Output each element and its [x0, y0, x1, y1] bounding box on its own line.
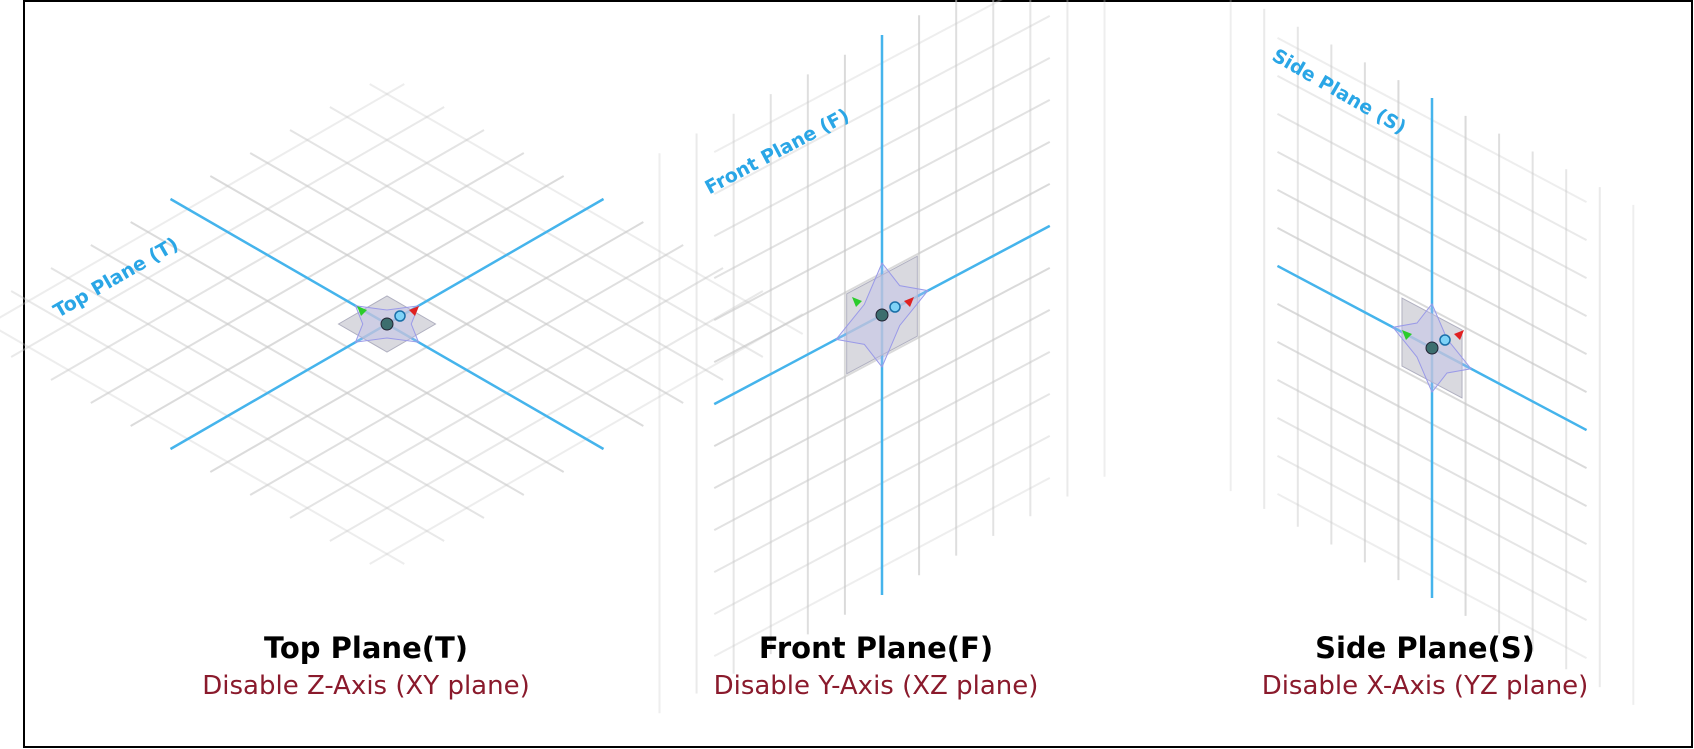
- gizmo-handle: [889, 301, 901, 313]
- gizmo-handle: [394, 310, 406, 322]
- gizmo-arrow: [904, 297, 914, 307]
- panel-subtitle: Disable Z-Axis (XY plane): [202, 671, 529, 701]
- gizmo-arrow: [852, 297, 862, 307]
- gizmo-center: [875, 308, 889, 322]
- gizmo-arrow: [1402, 330, 1412, 340]
- panel-subtitle: Disable X-Axis (YZ plane): [1262, 671, 1589, 701]
- gizmo-arrow: [357, 306, 367, 316]
- gizmo-center: [1425, 341, 1439, 355]
- panel-title: Front Plane(F): [759, 631, 993, 665]
- gizmo-handle: [1439, 334, 1451, 346]
- panel-title: Top Plane(T): [264, 631, 468, 665]
- gizmo-arrow: [409, 306, 419, 316]
- gizmo-center: [380, 317, 394, 331]
- artwork: [0, 0, 1635, 714]
- panel-title: Side Plane(S): [1315, 631, 1535, 665]
- panel-subtitle: Disable Y-Axis (XZ plane): [714, 671, 1039, 701]
- gizmo-arrow: [1454, 330, 1464, 340]
